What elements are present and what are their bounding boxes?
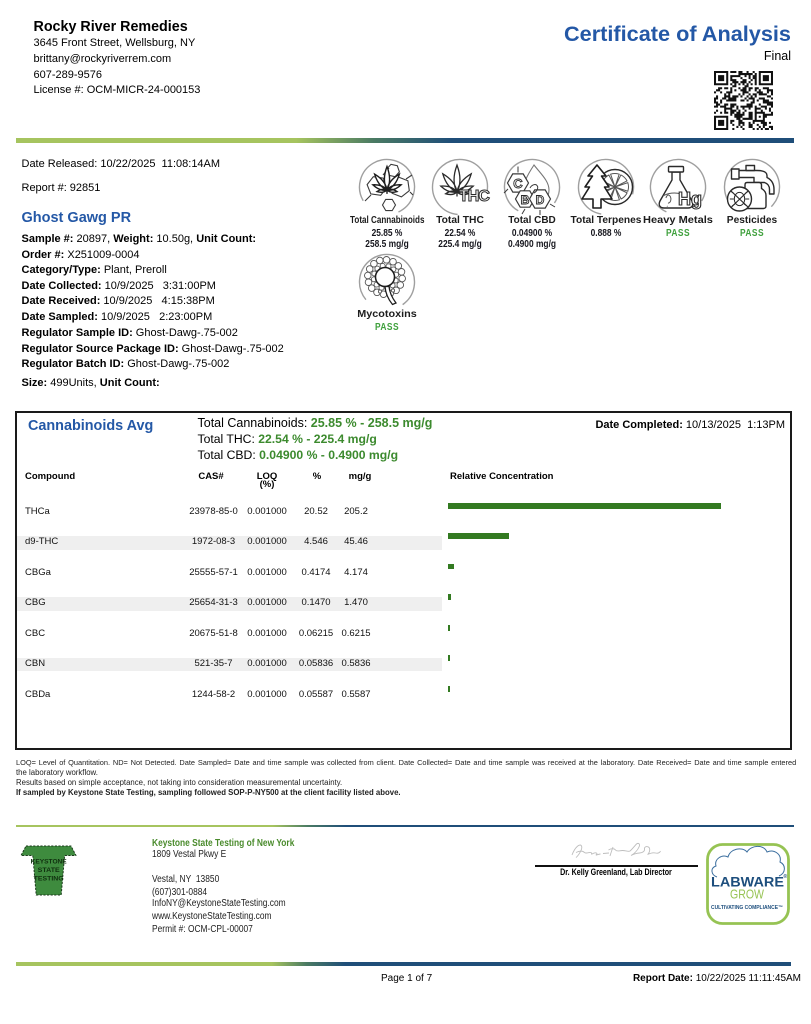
svg-text:Hg: Hg xyxy=(678,189,702,209)
svg-text:KEYSTONE: KEYSTONE xyxy=(31,859,67,866)
svg-text:TESTING: TESTING xyxy=(34,876,64,883)
svg-text:®: ® xyxy=(784,873,788,880)
svg-text:C: C xyxy=(513,176,523,191)
svg-text:B: B xyxy=(521,193,530,207)
svg-text:THC: THC xyxy=(459,188,490,205)
svg-text:D: D xyxy=(536,193,545,207)
svg-text:LABWARE: LABWARE xyxy=(711,875,784,890)
svg-text:CULTIVATING COMPLIANCE™: CULTIVATING COMPLIANCE™ xyxy=(711,905,783,911)
svg-text:STATE: STATE xyxy=(38,867,60,874)
svg-text:GROW: GROW xyxy=(730,887,765,902)
